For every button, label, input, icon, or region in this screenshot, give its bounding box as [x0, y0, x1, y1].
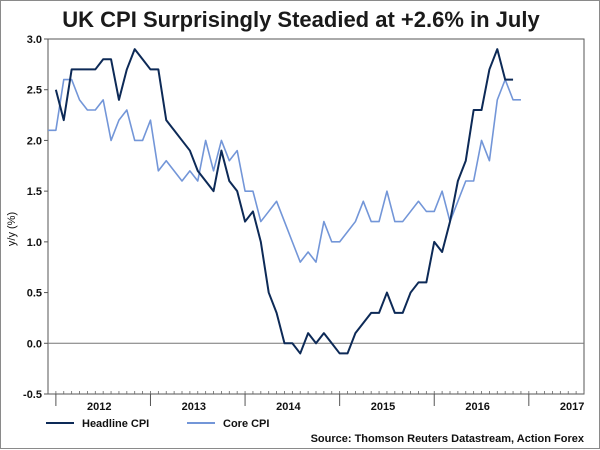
legend: Headline CPI Core CPI — [46, 418, 269, 430]
y-tick-label: 3.0 — [27, 34, 42, 46]
plot-border — [47, 38, 585, 395]
y-axis-label: y/y (%) — [6, 212, 18, 246]
y-tick-label: 1.0 — [27, 237, 42, 249]
legend-label: Headline CPI — [82, 418, 149, 430]
y-tick-label: -0.5 — [23, 389, 42, 401]
x-tick-label: 2014 — [276, 401, 301, 413]
x-tick-label: 2017 — [560, 401, 584, 413]
series-line-core-cpi — [48, 78, 521, 263]
source-note: Source: Thomson Reuters Datastream, Acti… — [311, 433, 585, 445]
y-tick-label: 2.0 — [27, 135, 42, 147]
x-tick-label: 2012 — [87, 401, 111, 413]
chart-title: UK CPI Surprisingly Steadied at +2.6% in… — [62, 7, 540, 32]
plot-area: 3.0 2.5 2.0 1.5 1.0 0.5 0.0 -0.5 2012 2013 2014 201… — [23, 34, 585, 413]
series-line-headline-cpi — [54, 48, 514, 355]
y-tick-label: 0.0 — [27, 338, 42, 350]
x-tick-label: 2016 — [465, 401, 489, 413]
y-tick-label: 1.5 — [27, 186, 42, 198]
x-tick-label: 2015 — [371, 401, 395, 413]
x-tick-label: 2013 — [182, 401, 206, 413]
legend-label: Core CPI — [223, 418, 269, 430]
y-tick-label: 2.5 — [27, 85, 42, 97]
y-tick-label: 0.5 — [27, 288, 42, 300]
